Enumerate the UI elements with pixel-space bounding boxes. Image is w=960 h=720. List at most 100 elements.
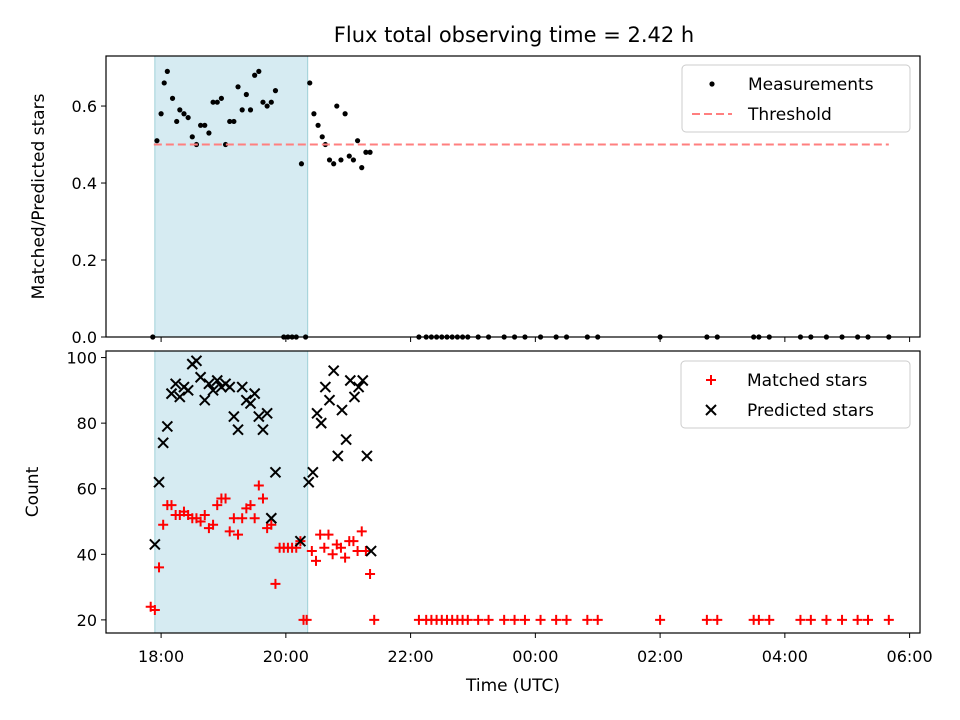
matched-star-point xyxy=(535,614,546,625)
bottom-panel-counts: 20 40 60 80 100 18:00 20:00 22:00 00:00 02:00 04:0… xyxy=(23,349,933,696)
measurement-point xyxy=(247,107,254,113)
matched-star-point xyxy=(764,614,775,625)
matched-star-point xyxy=(863,614,874,625)
legend-marker-x xyxy=(705,404,717,416)
y-tick-label: 0.6 xyxy=(72,97,97,116)
predicted-star-point xyxy=(157,437,169,449)
matched-star-point xyxy=(561,614,572,625)
matched-star-point xyxy=(483,614,494,625)
measurement-point xyxy=(272,88,279,94)
y-tick-label: 0.4 xyxy=(72,174,97,193)
measurement-point xyxy=(158,111,164,117)
matched-star-point xyxy=(195,516,206,527)
predicted-star-point xyxy=(248,387,261,400)
measurement-point xyxy=(206,130,212,136)
matched-star-point xyxy=(837,614,848,625)
measurement-point xyxy=(326,157,333,163)
y-tick-label: 80 xyxy=(77,414,97,433)
predicted-star-point xyxy=(261,407,273,420)
measurement-point xyxy=(177,107,183,113)
matched-star-point xyxy=(655,614,666,625)
predicted-star-point xyxy=(253,410,265,423)
predicted-star-point xyxy=(224,381,236,393)
measurement-point xyxy=(334,103,340,109)
matched-star-point xyxy=(245,500,256,511)
matched-star-point xyxy=(327,549,338,560)
plot-frame xyxy=(105,55,921,338)
measurement-point xyxy=(164,68,170,74)
matched-star-point xyxy=(237,513,248,524)
measurement-point xyxy=(315,122,321,128)
predicted-star-point xyxy=(257,423,269,436)
matched-star-point xyxy=(220,493,231,504)
measurement-point xyxy=(338,157,344,163)
predicted-star-point xyxy=(307,466,319,479)
predicted-star-point xyxy=(203,378,215,390)
matched-star-point xyxy=(701,614,712,625)
predicted-star-point xyxy=(303,476,315,488)
matched-star-point xyxy=(805,614,816,625)
legend: Matched stars Predicted stars xyxy=(680,360,911,429)
measurement-point xyxy=(367,149,373,155)
matched-star-point xyxy=(319,542,330,553)
measurement-point xyxy=(214,99,220,105)
x-tick-label: 22:00 xyxy=(388,647,434,666)
predicted-star-point xyxy=(269,466,282,479)
legend-box xyxy=(681,64,911,133)
plot-frame xyxy=(105,350,921,634)
measurement-point xyxy=(307,80,313,86)
predicted-star-point xyxy=(169,378,182,390)
predicted-star-point xyxy=(348,391,361,403)
legend-label: Threshold xyxy=(747,105,832,125)
predicted-star-point xyxy=(190,355,203,367)
predicted-star-point xyxy=(244,397,257,410)
measurement-point xyxy=(256,68,262,74)
predicted-star-point xyxy=(199,394,211,406)
legend-box xyxy=(680,360,911,429)
matched-star-point xyxy=(519,614,530,625)
measurement-point xyxy=(161,80,167,86)
predicted-star-point xyxy=(165,387,178,400)
measurement-point xyxy=(354,138,361,144)
matched-star-point xyxy=(199,509,210,520)
predicted-star-point xyxy=(340,433,352,446)
y-axis-label: Count xyxy=(23,466,43,517)
matched-star-point xyxy=(852,614,863,625)
y-tick-label: 0.2 xyxy=(72,251,97,270)
matched-star-point xyxy=(473,614,484,625)
measurement-point xyxy=(222,141,229,148)
predicted-star-point xyxy=(357,374,369,387)
matched-star-point xyxy=(249,513,260,524)
series-matched-stars xyxy=(145,480,894,625)
measurement-point xyxy=(185,114,191,121)
matched-star-point xyxy=(795,614,806,625)
predicted-star-point xyxy=(228,410,240,423)
legend-marker-dot xyxy=(709,81,715,87)
predicted-star-point xyxy=(311,407,323,420)
measurement-point xyxy=(239,107,245,113)
measurement-point xyxy=(189,134,195,140)
legend-label: Matched stars xyxy=(747,371,867,391)
measurement-point xyxy=(174,118,180,125)
measurement-point xyxy=(342,111,348,117)
matched-star-point xyxy=(253,480,264,491)
matched-star-point xyxy=(257,493,268,504)
matched-star-point xyxy=(340,552,351,563)
matched-star-point xyxy=(551,614,562,625)
predicted-star-point xyxy=(315,417,327,429)
y-tick-label: 0.0 xyxy=(72,328,97,347)
predicted-star-point xyxy=(323,394,336,406)
x-tick-label: 06:00 xyxy=(887,647,933,666)
predicted-star-point xyxy=(211,374,223,387)
predicted-star-point xyxy=(365,545,377,557)
measurement-point xyxy=(260,99,266,105)
measurement-point xyxy=(243,91,249,98)
measurement-point xyxy=(298,161,305,167)
matched-star-point xyxy=(323,529,334,540)
measurement-point xyxy=(350,157,357,163)
measurement-point xyxy=(311,111,317,117)
measurement-point xyxy=(218,95,224,101)
predicted-star-point xyxy=(194,371,207,383)
legend-label: Measurements xyxy=(748,75,874,95)
